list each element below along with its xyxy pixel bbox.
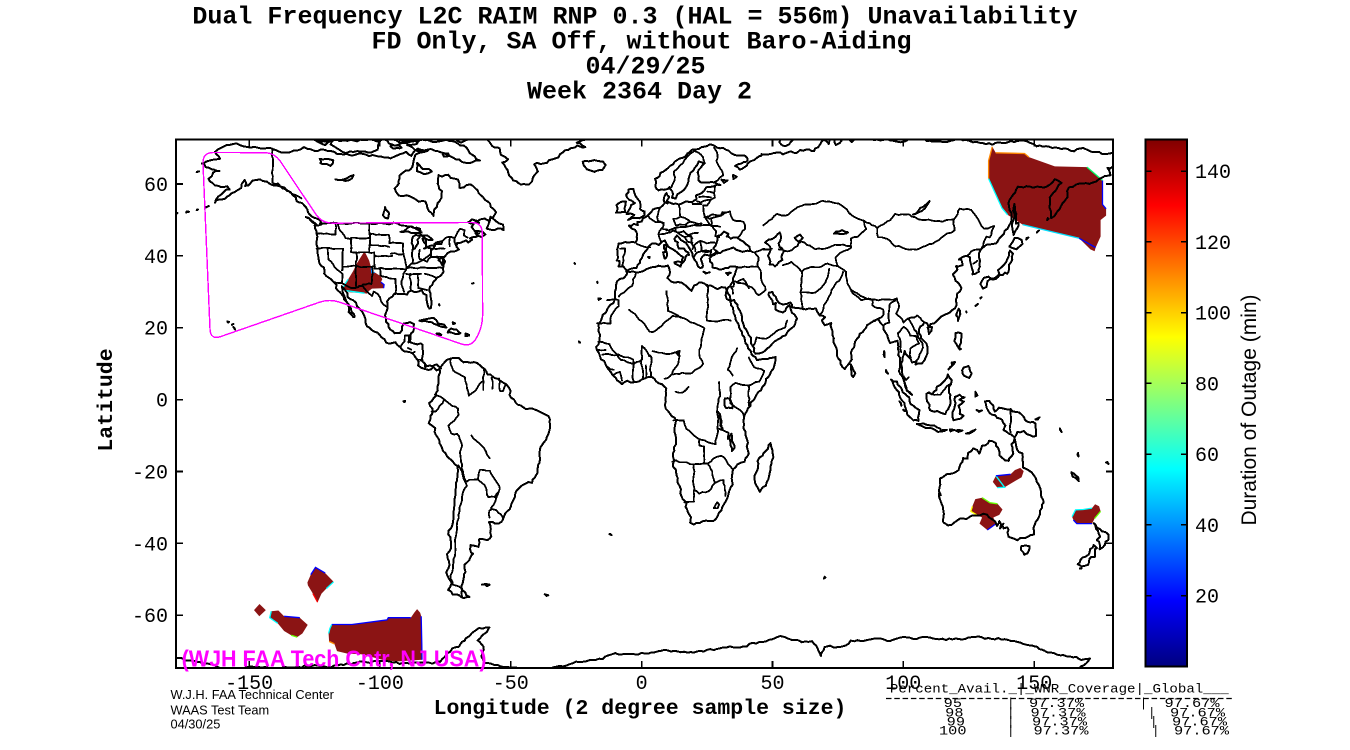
svg-text:60: 60 [1195, 445, 1219, 468]
svg-text:97.67%: 97.67% [1165, 697, 1221, 711]
svg-text:|: | [1140, 697, 1148, 711]
svg-text:Dual Frequency L2C RAIM RNP 0.: Dual Frequency L2C RAIM RNP 0.3 (HAL = 5… [192, 2, 1077, 31]
svg-text:40: 40 [144, 247, 168, 270]
svg-text:-60: -60 [132, 606, 168, 629]
svg-text:80: 80 [1195, 374, 1219, 397]
svg-text:40: 40 [1195, 516, 1219, 539]
svg-text:Duration of Outage (min): Duration of Outage (min) [1238, 294, 1261, 525]
svg-text:50: 50 [760, 673, 784, 696]
svg-text:60: 60 [144, 175, 168, 198]
svg-text:|: | [1148, 706, 1156, 720]
svg-text:-150: -150 [225, 673, 273, 696]
svg-text:|: | [1007, 715, 1015, 729]
svg-text:100: 100 [885, 673, 921, 696]
svg-text:Percent_Avail._|_WNR_Coverage|: Percent_Avail._|_WNR_Coverage|_Global___ [890, 682, 1229, 696]
svg-text:120: 120 [1195, 233, 1231, 256]
svg-text:98: 98 [945, 706, 963, 720]
svg-text:-100: -100 [356, 673, 404, 696]
svg-text:0: 0 [636, 673, 648, 696]
svg-text:04/29/25: 04/29/25 [585, 52, 705, 81]
svg-text:Week 2364 Day 2: Week 2364 Day 2 [527, 77, 752, 106]
svg-text:140: 140 [1195, 162, 1231, 185]
svg-text:|: | [1152, 725, 1160, 739]
svg-text:|: | [1150, 715, 1158, 729]
svg-text:-50: -50 [493, 673, 529, 696]
svg-text:97.37%: 97.37% [1031, 706, 1087, 720]
svg-text:WAAS Test Team: WAAS Test Team [171, 702, 270, 717]
svg-text:99: 99 [947, 715, 965, 729]
svg-text:97.37%: 97.37% [1029, 697, 1085, 711]
svg-text:97.37%: 97.37% [1032, 715, 1088, 729]
svg-text:100: 100 [1195, 304, 1231, 327]
svg-text:|: | [1007, 706, 1015, 720]
svg-text:FD Only, SA Off, without Baro-: FD Only, SA Off, without Baro-Aiding [371, 27, 911, 56]
svg-text:150: 150 [1016, 673, 1052, 696]
svg-text:97.67%: 97.67% [1172, 715, 1228, 729]
svg-text:W.J.H. FAA Technical Center: W.J.H. FAA Technical Center [171, 687, 335, 702]
svg-text:Latitude: Latitude [95, 348, 119, 451]
svg-text:95: 95 [944, 697, 962, 711]
svg-text:|: | [1007, 697, 1015, 711]
svg-text:-40: -40 [132, 534, 168, 557]
svg-text:04/30/25: 04/30/25 [171, 716, 221, 731]
svg-text:Longitude (2 degree sample siz: Longitude (2 degree sample size) [434, 697, 847, 721]
svg-text:97.67%: 97.67% [1170, 706, 1226, 720]
svg-text:-20: -20 [132, 463, 168, 486]
svg-text:|: | [1007, 725, 1015, 739]
svg-text:20: 20 [1195, 587, 1219, 610]
svg-text:(WJH FAA Tech Cntr, NJ USA): (WJH FAA Tech Cntr, NJ USA) [182, 645, 487, 671]
svg-text:20: 20 [144, 319, 168, 342]
svg-text:0: 0 [156, 391, 168, 414]
svg-text:100: 100 [939, 725, 967, 739]
svg-text:97.67%: 97.67% [1174, 725, 1230, 739]
svg-text:97.37%: 97.37% [1034, 725, 1090, 739]
